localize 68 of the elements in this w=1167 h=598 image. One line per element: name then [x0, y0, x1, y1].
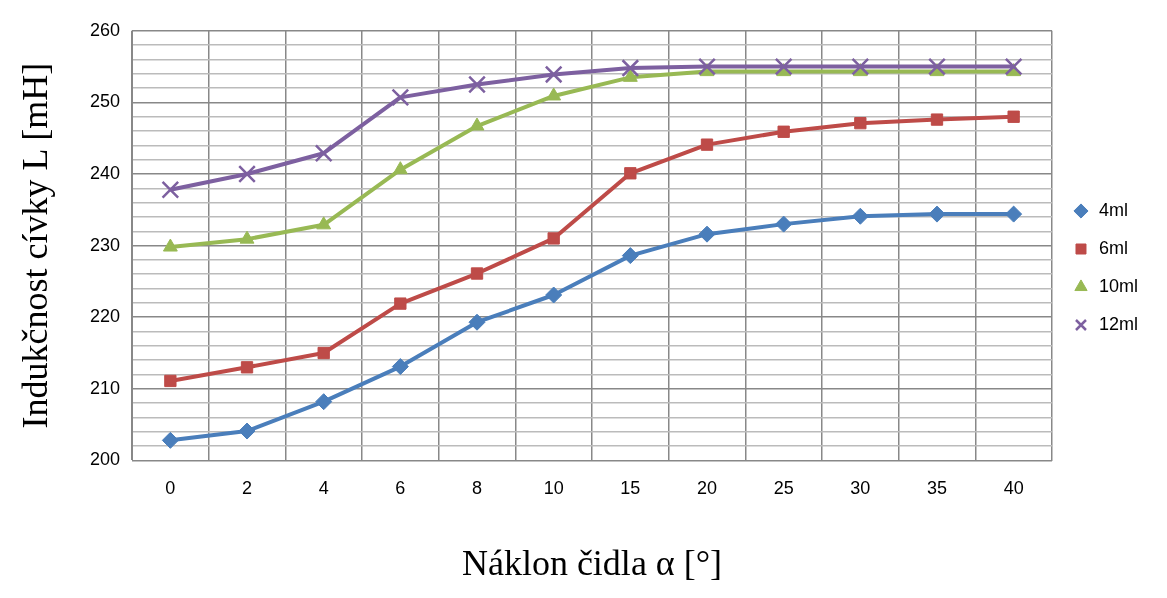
y-tick-label: 210: [89, 377, 121, 398]
y-axis-title: Indukčnost cívky L [mH]: [15, 62, 56, 429]
point: [854, 117, 867, 130]
x-tick-label: 6: [395, 478, 406, 499]
point: [621, 59, 640, 78]
x-tick-label: 25: [773, 478, 794, 499]
point: [161, 180, 180, 199]
x-tick-label: 30: [850, 478, 871, 499]
point: [317, 346, 330, 360]
point: [238, 422, 256, 440]
point: [851, 207, 869, 225]
point: [164, 374, 177, 388]
point: [239, 230, 255, 244]
legend-label: 12ml: [1098, 313, 1138, 334]
x-tick-label: 2: [242, 478, 253, 499]
point: [621, 247, 639, 265]
point: [930, 113, 944, 126]
point: [468, 313, 486, 331]
point: [700, 138, 714, 151]
point: [391, 88, 410, 107]
legend-label: 6ml: [1098, 237, 1128, 258]
point: [851, 57, 870, 76]
point: [544, 65, 563, 84]
x-tick-label: 40: [1003, 478, 1024, 499]
point: [467, 75, 487, 94]
y-tick-label: 230: [89, 234, 121, 255]
point: [161, 431, 179, 449]
legend-label: 4ml: [1098, 199, 1128, 220]
point: [470, 267, 484, 280]
point: [777, 125, 790, 138]
point: [546, 87, 562, 101]
x-tick-label: 4: [318, 478, 329, 499]
x-tick-label: 0: [165, 478, 176, 499]
x-tick-label: 15: [620, 478, 641, 499]
point: [697, 57, 717, 76]
y-tick-label: 260: [89, 19, 121, 40]
point: [1007, 110, 1020, 123]
point: [774, 57, 793, 76]
point: [469, 117, 485, 131]
x-axis-title: Náklon čidla α [°]: [461, 543, 723, 584]
y-tick-label: 200: [89, 449, 121, 470]
point: [928, 205, 946, 223]
point: [624, 167, 637, 180]
point: [698, 225, 716, 243]
y-tick-label: 220: [89, 306, 121, 327]
point: [391, 358, 409, 376]
point: [545, 286, 563, 304]
point: [547, 232, 560, 245]
point: [1004, 57, 1023, 76]
point: [927, 57, 947, 76]
x-tick-label: 35: [926, 478, 948, 499]
point: [316, 216, 332, 230]
point: [315, 393, 333, 411]
point: [394, 297, 407, 310]
point: [162, 238, 178, 252]
y-tick-label: 240: [89, 162, 121, 183]
x-tick-label: 20: [696, 478, 718, 499]
point: [622, 68, 638, 82]
point: [314, 144, 333, 163]
point: [1005, 205, 1023, 223]
x-tick-label: 10: [543, 478, 564, 499]
x-tick-label: 8: [472, 478, 483, 499]
point: [392, 161, 408, 175]
y-tick-label: 250: [89, 91, 121, 112]
point: [240, 361, 254, 374]
point: [238, 164, 257, 184]
point: [775, 215, 793, 233]
legend-label: 10ml: [1098, 275, 1138, 296]
